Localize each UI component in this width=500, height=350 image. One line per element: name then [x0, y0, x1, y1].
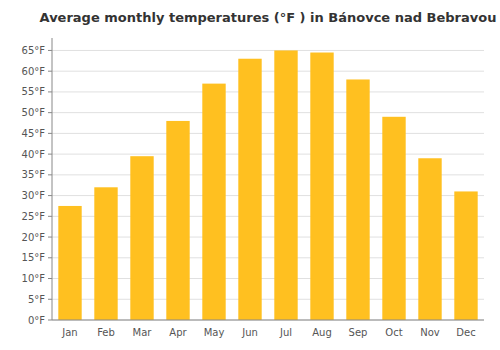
x-tick-label: Feb [97, 327, 115, 338]
x-axis: Jan Feb Mar Apr May Jun Jul Aug Sep Oct Nov Dec [61, 327, 475, 338]
grid-line [52, 133, 484, 134]
y-tick-label: 60°F [22, 66, 46, 77]
y-tick [48, 237, 52, 238]
y-tick [48, 154, 52, 155]
y-tick [48, 278, 52, 279]
y-tick-label: 45°F [22, 128, 46, 139]
bar [238, 59, 261, 320]
title: Average monthly temperatures (°F ) in Bá… [40, 10, 497, 25]
y-tick-label: 65°F [22, 45, 46, 56]
x-tick-label: Nov [420, 327, 440, 338]
grid-line [52, 91, 484, 92]
x-tick-label: Apr [169, 327, 187, 338]
bar [58, 206, 81, 320]
x-tick-label: Oct [385, 327, 402, 338]
bar [94, 187, 117, 320]
y-tick-label: 30°F [22, 190, 46, 201]
bars [58, 50, 477, 320]
x-tick-label: May [204, 327, 225, 338]
y-tick [48, 299, 52, 300]
y-axis: 0°F 5°F 10°F 15°F 20°F 25°F 30°F 35°F 40°F 45°F 50… [22, 45, 484, 326]
y-tick [48, 257, 52, 258]
y-tick [48, 195, 52, 196]
y-tick-label: 15°F [22, 252, 46, 263]
x-tick-label: Mar [133, 327, 153, 338]
bar [310, 53, 333, 320]
y-tick-label: 50°F [22, 107, 46, 118]
y-tick-label: 55°F [22, 86, 46, 97]
y-tick [48, 216, 52, 217]
grid-line [52, 71, 484, 72]
x-tick-label: Jul [279, 327, 292, 338]
y-tick [48, 320, 52, 321]
y-tick-label: 10°F [22, 273, 46, 284]
grid-line [52, 320, 484, 321]
y-tick-label: 40°F [22, 149, 46, 160]
bar [166, 121, 189, 320]
x-tick-label: Jun [241, 327, 258, 338]
x-tick-label: Sep [349, 327, 368, 338]
x-tick-label: Dec [456, 327, 475, 338]
y-tick [48, 91, 52, 92]
bar [382, 117, 405, 320]
y-tick [48, 71, 52, 72]
y-tick [48, 112, 52, 113]
chart-container: Average monthly temperatures (°F ) in Bá… [0, 0, 500, 350]
x-tick-label: Aug [312, 327, 332, 338]
bar [454, 191, 477, 320]
bar [418, 158, 441, 320]
chart: Average monthly temperatures (°F ) in Bá… [0, 0, 500, 350]
grid-line [52, 50, 484, 51]
y-axis-line [52, 38, 53, 320]
bar [274, 50, 297, 320]
bar [202, 84, 225, 320]
grid-line [52, 112, 484, 113]
y-tick [48, 133, 52, 134]
y-tick-label: 35°F [22, 169, 46, 180]
grid-line [52, 154, 484, 155]
y-tick-label: 5°F [28, 294, 45, 305]
x-axis-line [52, 320, 484, 321]
x-tick-label: Jan [61, 327, 77, 338]
y-tick-label: 0°F [28, 315, 45, 326]
y-tick-label: 20°F [22, 232, 46, 243]
y-tick [48, 50, 52, 51]
bar [346, 79, 369, 320]
y-tick [48, 174, 52, 175]
bar [130, 156, 153, 320]
y-tick-label: 25°F [22, 211, 46, 222]
